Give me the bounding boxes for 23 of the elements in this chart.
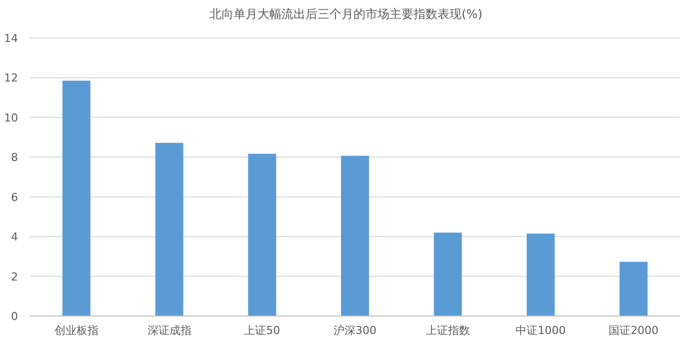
x-tick-label: 深证成指 (147, 324, 192, 337)
x-tick-label: 上证指数 (426, 324, 470, 337)
y-tick-label: 12 (4, 72, 18, 85)
x-tick-label: 国证2000 (608, 324, 659, 337)
bar (248, 154, 276, 316)
x-tick-label: 上证50 (244, 324, 280, 337)
x-tick-label: 创业板指 (54, 324, 98, 337)
y-tick-label: 8 (11, 151, 18, 164)
bar (434, 232, 462, 316)
bar (341, 156, 369, 316)
y-tick-label: 10 (4, 111, 18, 124)
bar (62, 80, 90, 316)
y-tick-label: 14 (4, 32, 18, 45)
bar (526, 234, 555, 316)
x-tick-label: 沪深300 (334, 324, 376, 337)
x-tick-label: 中证1000 (516, 324, 566, 337)
y-tick-label: 0 (11, 310, 18, 323)
bar (155, 142, 184, 316)
bar (620, 262, 648, 316)
y-tick-label: 6 (11, 190, 18, 204)
y-tick-label: 2 (11, 270, 18, 284)
y-tick-label: 4 (11, 230, 18, 244)
chart-title: 北向单月大幅流出后三个月的市场主要指数表现(%) (210, 7, 482, 21)
